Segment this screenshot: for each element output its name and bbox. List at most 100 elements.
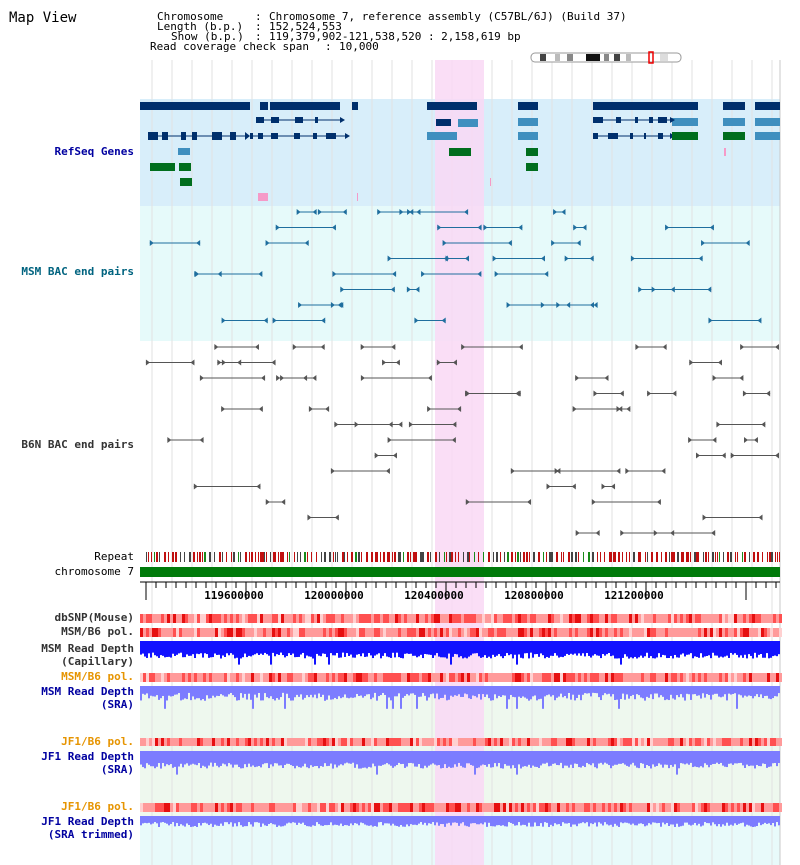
jf1-read-depth-trimmed-bar bbox=[298, 816, 300, 823]
msm-read-depth-sra-bar bbox=[234, 686, 236, 698]
msm-read-depth-capillary-bar bbox=[682, 641, 684, 654]
msm-b6-polymorphism-sra bbox=[476, 673, 479, 682]
dbsnp-density bbox=[770, 614, 773, 623]
jf1-b6-polymorphism-trimmed bbox=[419, 803, 422, 812]
jf1-b6-polymorphism-trimmed bbox=[398, 803, 401, 812]
msm-read-depth-sra-bar bbox=[540, 686, 542, 699]
jf1-b6-polymorphism-trimmed bbox=[248, 803, 251, 812]
jf1-b6-polymorphism bbox=[410, 738, 413, 746]
msm-read-depth-sra-bar bbox=[380, 686, 382, 696]
jf1-b6-polymorphism bbox=[224, 738, 227, 746]
jf1-read-depth-sra-bar bbox=[330, 751, 332, 764]
jf1-read-depth-sra-bar bbox=[662, 751, 664, 768]
jf1-b6-polymorphism bbox=[587, 738, 590, 746]
dbsnp-density bbox=[551, 614, 554, 623]
jf1-b6-polymorphism bbox=[395, 738, 398, 746]
jf1-b6-polymorphism-trimmed bbox=[500, 803, 503, 812]
jf1-read-depth-sra-bar bbox=[364, 751, 366, 768]
jf1-read-depth-trimmed-bar bbox=[580, 816, 582, 824]
info-coverage-key: Read coverage check span bbox=[150, 40, 309, 53]
msm-read-depth-capillary-bar bbox=[624, 641, 626, 655]
gene-block bbox=[260, 102, 268, 110]
msm-b6-polymorphism-sra bbox=[752, 673, 755, 682]
msm-read-depth-sra-bar bbox=[744, 686, 746, 696]
msm-read-depth-capillary-bar bbox=[556, 641, 558, 656]
track-label-b6n-bac[interactable]: B6N BAC end pairs bbox=[21, 438, 134, 451]
jf1-read-depth-trimmed-bar bbox=[156, 816, 158, 824]
dbsnp-density bbox=[632, 614, 635, 623]
jf1-b6-polymorphism bbox=[485, 738, 488, 746]
dbsnp-density bbox=[563, 614, 566, 623]
gene-block bbox=[755, 118, 780, 126]
msm-read-depth-sra-bar bbox=[484, 686, 486, 697]
jf1-b6-polymorphism bbox=[530, 738, 533, 746]
jf1-b6-polymorphism bbox=[686, 738, 689, 746]
msm-b6-polymorphism-sra bbox=[455, 673, 458, 682]
jf1-read-depth-trimmed-bar bbox=[192, 816, 194, 827]
msm-read-depth-capillary-bar bbox=[200, 641, 202, 654]
msm-read-depth-capillary-bar bbox=[448, 641, 450, 654]
jf1-read-depth-trimmed-bar bbox=[164, 816, 166, 823]
jf1-b6-polymorphism bbox=[317, 738, 320, 746]
track-label-msm-bac[interactable]: MSM BAC end pairs bbox=[21, 265, 134, 278]
dbsnp-density bbox=[467, 614, 470, 623]
msm-read-depth-capillary-bar bbox=[352, 641, 354, 658]
dbsnp-density bbox=[503, 614, 506, 623]
msm-b6-polymorphism bbox=[416, 628, 419, 637]
msm-read-depth-capillary-bar bbox=[226, 641, 228, 654]
repeat-element bbox=[329, 552, 331, 562]
jf1-b6-polymorphism bbox=[581, 738, 584, 746]
msm-read-depth-sra-bar bbox=[426, 686, 428, 701]
dbsnp-density bbox=[686, 614, 689, 623]
repeat-element bbox=[297, 552, 298, 562]
msm-b6-polymorphism-sra bbox=[695, 673, 698, 682]
jf1-b6-polymorphism-trimmed bbox=[413, 803, 416, 812]
jf1-read-depth-trimmed-bar bbox=[336, 816, 338, 825]
b6n-bac-pair-end bbox=[398, 421, 403, 428]
msm-b6-polymorphism-sra bbox=[710, 673, 713, 682]
jf1-read-depth-sra-bar bbox=[318, 751, 320, 769]
msm-read-depth-capillary-bar bbox=[360, 641, 362, 657]
dbsnp-density bbox=[284, 614, 287, 623]
repeat-element bbox=[575, 552, 577, 562]
msm-read-depth-sra-bar bbox=[634, 686, 636, 700]
repeat-element bbox=[358, 552, 360, 562]
jf1-read-depth-trimmed-bar bbox=[456, 816, 458, 823]
msm-read-depth-sra-bar bbox=[768, 686, 770, 699]
dbsnp-density bbox=[620, 614, 623, 623]
msm-b6-polymorphism bbox=[458, 628, 461, 637]
msm-read-depth-capillary-bar bbox=[566, 641, 568, 654]
jf1-read-depth-trimmed-bar bbox=[698, 816, 700, 824]
msm-read-depth-sra-bar bbox=[262, 686, 264, 701]
track-label-refseq[interactable]: RefSeq Genes bbox=[54, 145, 134, 158]
dbsnp-density bbox=[182, 614, 185, 623]
msm-b6-polymorphism bbox=[587, 628, 590, 637]
dbsnp-density bbox=[518, 614, 521, 623]
jf1-read-depth-trimmed-bar bbox=[488, 816, 490, 823]
msm-b6-polymorphism-sra bbox=[221, 673, 224, 682]
dbsnp-density bbox=[179, 614, 182, 623]
msm-bac-pair-end bbox=[630, 255, 635, 262]
jf1-b6-polymorphism bbox=[389, 738, 392, 746]
msm-b6-polymorphism bbox=[401, 628, 404, 637]
jf1-read-depth-trimmed-bar bbox=[600, 816, 602, 824]
dbsnp-density bbox=[638, 614, 641, 623]
msm-b6-polymorphism-sra bbox=[566, 673, 569, 682]
msm-read-depth-capillary-bar bbox=[402, 641, 404, 659]
gene-block bbox=[755, 132, 780, 140]
msm-read-depth-sra-bar bbox=[472, 686, 474, 696]
repeat-element bbox=[568, 552, 570, 562]
jf1-b6-polymorphism-trimmed bbox=[638, 803, 641, 812]
jf1-read-depth-trimmed-bar bbox=[558, 816, 560, 825]
msm-read-depth-sra-bar bbox=[144, 686, 146, 695]
jf1-read-depth-sra-bar bbox=[622, 751, 624, 764]
msm-read-depth-capillary-bar bbox=[334, 641, 336, 656]
repeat-element bbox=[389, 552, 390, 562]
msm-read-depth-sra-bar bbox=[372, 686, 374, 698]
msm-read-depth-capillary-bar bbox=[626, 641, 628, 657]
jf1-read-depth-sra-bar bbox=[740, 751, 742, 763]
b6n-bac-pair-end bbox=[308, 406, 313, 412]
jf1-read-depth-sra-bar bbox=[296, 751, 298, 766]
jf1-read-depth-sra-bar bbox=[500, 751, 502, 769]
